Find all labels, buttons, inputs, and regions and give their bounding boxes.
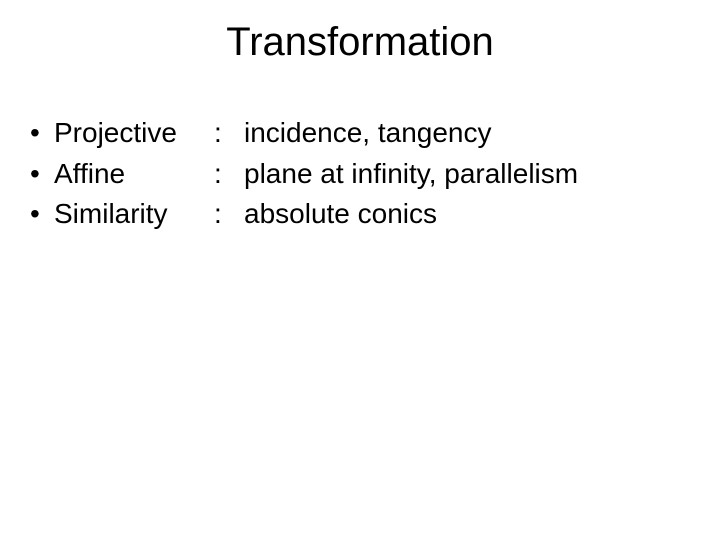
separator-colon: : xyxy=(214,194,244,235)
transformation-definition: absolute conics xyxy=(244,194,720,235)
slide-title: Transformation xyxy=(0,20,720,65)
transformation-definition: plane at infinity, parallelism xyxy=(244,154,720,195)
list-item: • Similarity : absolute conics xyxy=(30,194,720,235)
bullet-icon: • xyxy=(30,154,54,195)
transformation-term: Similarity xyxy=(54,194,214,235)
separator-colon: : xyxy=(214,154,244,195)
separator-colon: : xyxy=(214,113,244,154)
slide-content: • Projective : incidence, tangency • Aff… xyxy=(0,113,720,235)
bullet-icon: • xyxy=(30,194,54,235)
transformation-term: Affine xyxy=(54,154,214,195)
list-item: • Projective : incidence, tangency xyxy=(30,113,720,154)
transformation-definition: incidence, tangency xyxy=(244,113,720,154)
bullet-icon: • xyxy=(30,113,54,154)
transformation-term: Projective xyxy=(54,113,214,154)
list-item: • Affine : plane at infinity, parallelis… xyxy=(30,154,720,195)
